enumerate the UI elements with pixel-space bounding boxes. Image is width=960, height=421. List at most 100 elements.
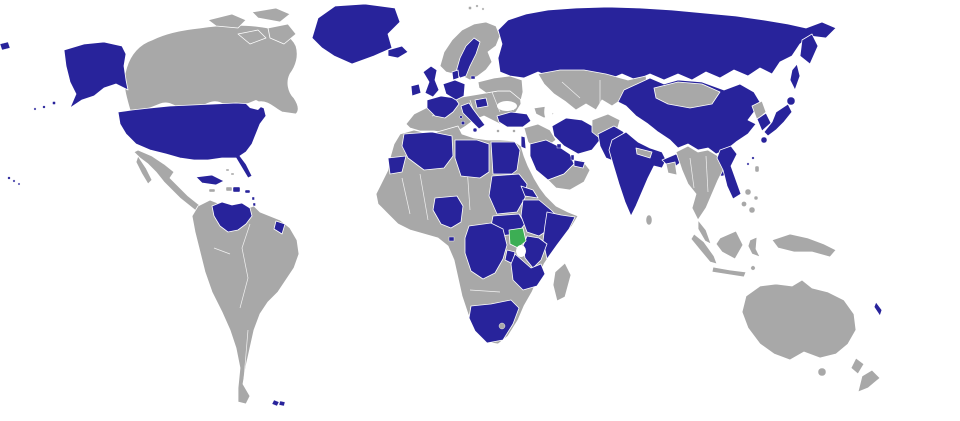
region-hokkaido (786, 96, 796, 106)
region-canada-arctic-2 (251, 7, 291, 23)
indochina-borders-1 (689, 157, 695, 189)
region-dr-congo (464, 222, 508, 280)
region-corsica (459, 115, 463, 119)
region-eritrea (520, 185, 539, 199)
region-canada-arctic-1 (207, 13, 247, 29)
region-honshu (763, 103, 793, 137)
south-america-borders-2 (213, 247, 231, 255)
region-lesotho (498, 322, 506, 330)
region-south-africa (468, 299, 520, 344)
region-vietnam (716, 145, 742, 200)
region-indochina (675, 145, 725, 221)
region-usa-alaska (63, 41, 129, 109)
region-madagascar (552, 262, 572, 302)
region-philippines-3 (748, 206, 756, 214)
region-canada-baffin (267, 23, 297, 45)
region-new-zealand-south (857, 369, 881, 393)
region-jamaica (208, 188, 216, 193)
region-venezuela (211, 201, 253, 233)
region-crete (496, 129, 500, 133)
region-ireland (410, 83, 422, 97)
region-germany (442, 79, 466, 101)
region-algeria (401, 131, 454, 171)
great-lakes (246, 100, 264, 110)
africa-borders-1 (401, 177, 411, 215)
region-hungary (474, 97, 489, 109)
south-america-borders-3 (243, 329, 249, 379)
region-philippines-4 (753, 195, 759, 201)
region-sri-lanka (645, 214, 653, 226)
region-western-sahara (387, 155, 407, 175)
region-nigeria (432, 195, 464, 229)
region-kyushu (760, 136, 768, 144)
region-egypt (490, 141, 521, 175)
region-taiwan (754, 165, 760, 173)
region-timor (750, 265, 756, 271)
region-chukotka-west-edge (0, 41, 11, 51)
region-cyprus (512, 129, 516, 133)
region-sardinia (461, 120, 466, 125)
region-greenland (311, 3, 401, 65)
region-equatorial-guinea (448, 236, 455, 242)
region-svalbard-3 (481, 7, 485, 11)
lake-victoria (516, 245, 526, 257)
region-china (617, 77, 761, 155)
region-australia (741, 279, 857, 361)
region-new-zealand-north (850, 357, 865, 375)
region-usa-aleutians-3 (33, 107, 37, 111)
region-new-caledonia (873, 301, 883, 317)
region-falklands-2 (278, 400, 286, 407)
region-canada-arctic-3 (237, 29, 267, 45)
region-italy (460, 102, 486, 130)
region-sicily (472, 127, 478, 133)
region-south-america (191, 199, 300, 405)
region-libya (454, 139, 490, 179)
region-tanzania (510, 253, 546, 291)
region-kaliningrad (470, 75, 476, 80)
black-sea (497, 101, 517, 111)
region-falklands-1 (271, 399, 280, 407)
region-india (608, 131, 667, 217)
region-new-guinea (771, 233, 837, 258)
region-ryukyu-2 (746, 162, 750, 166)
region-sakhalin (789, 63, 801, 91)
region-usa-aleutians-1 (52, 101, 56, 105)
region-puerto-rico (244, 189, 251, 194)
region-mongolia (653, 81, 721, 109)
region-qatar (570, 154, 575, 161)
region-sudan (488, 173, 528, 215)
region-java (711, 266, 747, 278)
region-eastern-europe (477, 75, 524, 101)
region-russia (497, 6, 837, 81)
region-malay-peninsula (697, 219, 712, 245)
region-usa-mainland (117, 102, 267, 179)
central-asia-borders-1 (561, 81, 581, 99)
region-philippines-1 (744, 188, 752, 196)
region-sweden (455, 37, 481, 79)
africa-borders-4 (469, 289, 501, 293)
region-svalbard-1 (468, 6, 472, 10)
region-turkey (496, 111, 532, 128)
region-french-guiana (273, 220, 286, 235)
region-denmark (451, 69, 460, 81)
south-america-borders-1 (239, 223, 251, 309)
region-iran (551, 117, 601, 155)
region-dominican-republic (232, 186, 241, 193)
region-philippines-2 (741, 201, 747, 207)
region-france (426, 95, 460, 119)
region-lesser-antilles-1 (251, 196, 255, 201)
region-cuba (195, 174, 225, 186)
region-borneo (715, 230, 744, 260)
region-usa-aleutians-2 (42, 105, 46, 109)
region-sumatra (690, 233, 718, 265)
indochina-borders-2 (705, 155, 709, 193)
region-somalia (542, 211, 576, 260)
region-bahamas-1 (225, 168, 230, 172)
region-sulawesi (747, 236, 761, 258)
region-uganda (508, 227, 527, 249)
region-usa-hawaii-3 (17, 182, 21, 186)
region-ryukyu-1 (751, 156, 755, 160)
region-nepal (635, 147, 653, 159)
